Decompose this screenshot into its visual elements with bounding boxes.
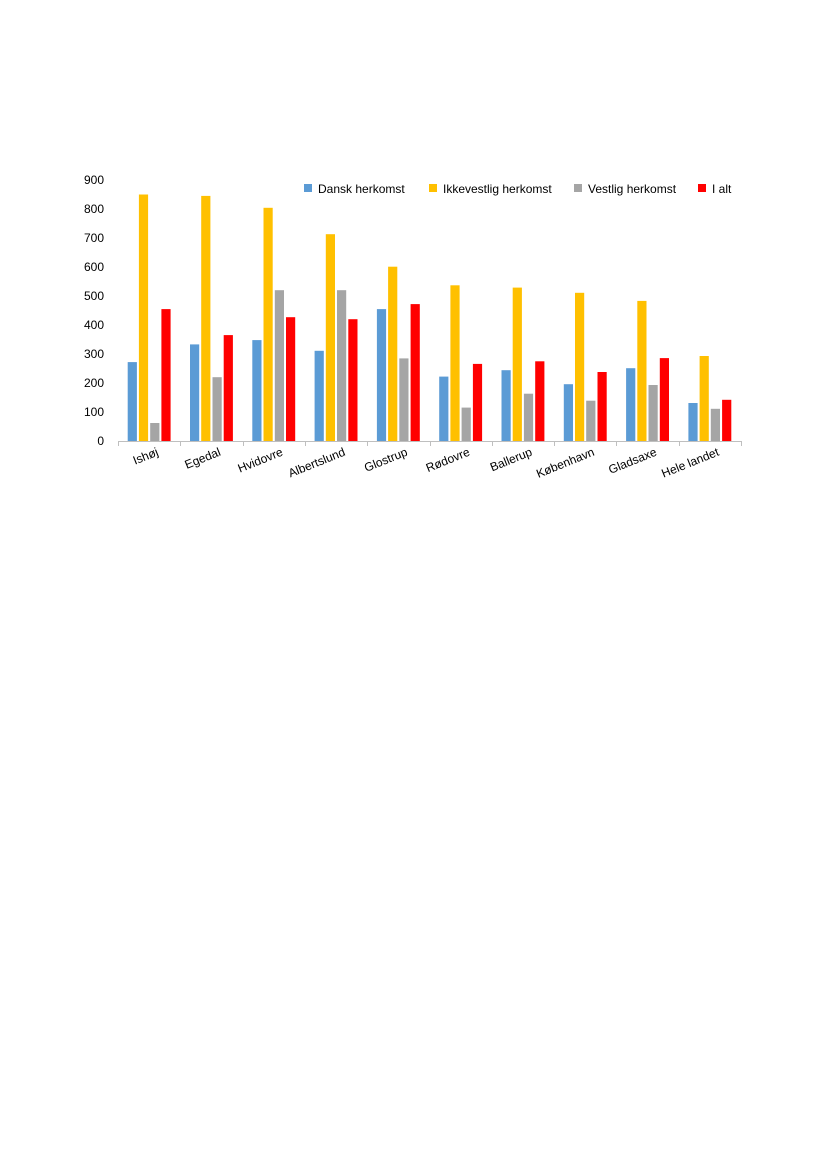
bar-dansk-herkomst (439, 376, 449, 441)
y-tick-label: 0 (97, 434, 104, 448)
y-tick-label: 200 (84, 376, 104, 390)
bar-dansk-herkomst (563, 384, 573, 441)
x-category-label: Rødovre (424, 445, 472, 475)
grouped-bar-chart: 0 100 200 300 400 500 600 700 800 900 Ishøj Egedal… (84, 173, 742, 481)
legend-label: Ikkevestlig herkomst (443, 182, 552, 196)
bar-ikkevestlig-herkomst (637, 300, 647, 441)
bar-vestlig-herkomst (461, 407, 471, 441)
legend-swatch (304, 184, 312, 192)
bar-dansk-herkomst (501, 370, 511, 441)
y-tick-label: 300 (84, 347, 104, 361)
bar-i-alt (597, 372, 607, 441)
bar-i-alt (472, 363, 483, 441)
x-category-label: Hvidovre (236, 445, 285, 476)
y-tick-label: 700 (84, 231, 104, 245)
bar-ikkevestlig-herkomst (512, 287, 522, 441)
x-category-label: Egedal (183, 445, 223, 472)
bar-ikkevestlig-herkomst (575, 292, 585, 441)
y-tick-label: 800 (84, 202, 104, 216)
legend-label: I alt (712, 182, 732, 196)
bar-ikkevestlig-herkomst (325, 234, 335, 441)
bar-dansk-herkomst (376, 309, 387, 441)
x-category-label: Ballerup (488, 445, 534, 475)
y-tick-label: 400 (84, 318, 104, 332)
bar-vestlig-herkomst (274, 290, 284, 441)
y-tick-label: 600 (84, 260, 104, 274)
x-axis: Ishøj Egedal Hvidovre Albertslund Glostrup Rø… (118, 441, 742, 481)
bar-ikkevestlig-herkomst (138, 194, 149, 441)
bar-vestlig-herkomst (212, 377, 222, 441)
bar-i-alt (348, 319, 358, 441)
x-category-label: København (534, 445, 596, 481)
bar-ikkevestlig-herkomst (388, 266, 398, 441)
x-category-label: Glostrup (362, 445, 410, 475)
bar-dansk-herkomst (127, 362, 137, 441)
bar-i-alt (410, 304, 420, 441)
bar-dansk-herkomst (314, 350, 324, 441)
chart-area: 0 100 200 300 400 500 600 700 800 900 Ishøj Egedal… (0, 0, 827, 520)
bar-vestlig-herkomst (648, 385, 658, 441)
y-tick-label: 500 (84, 289, 104, 303)
bar-ikkevestlig-herkomst (263, 207, 273, 441)
legend: Dansk herkomst Ikkevestlig herkomst Vestli… (304, 182, 732, 196)
bar-ikkevestlig-herkomst (201, 195, 211, 441)
legend-swatch (429, 184, 437, 192)
bar-vestlig-herkomst (586, 400, 596, 441)
bars-layer (127, 194, 732, 442)
x-category-label: Ishøj (131, 445, 160, 468)
bar-vestlig-herkomst (399, 358, 409, 441)
x-category-label: Albertslund (286, 445, 347, 480)
bar-dansk-herkomst (190, 344, 200, 441)
y-tick-label: 900 (84, 173, 104, 187)
legend-swatch (574, 184, 582, 192)
bar-dansk-herkomst (626, 368, 636, 441)
legend-swatch (698, 184, 706, 192)
bar-i-alt (286, 317, 296, 441)
y-axis: 0 100 200 300 400 500 600 700 800 900 (84, 173, 104, 448)
legend-label: Dansk herkomst (318, 182, 405, 196)
bar-i-alt (722, 399, 732, 441)
x-category-label: Hele landet (659, 445, 721, 481)
bar-i-alt (223, 335, 233, 441)
bar-dansk-herkomst (688, 403, 698, 441)
bar-i-alt (535, 361, 545, 442)
legend-label: Vestlig herkomst (588, 182, 677, 196)
y-tick-label: 100 (84, 405, 104, 419)
bar-vestlig-herkomst (150, 423, 160, 441)
bar-i-alt (659, 358, 669, 441)
bar-ikkevestlig-herkomst (699, 356, 709, 441)
bar-vestlig-herkomst (337, 290, 347, 441)
x-category-label: Gladsaxe (606, 445, 659, 477)
bar-i-alt (161, 309, 171, 441)
bar-ikkevestlig-herkomst (450, 285, 460, 441)
bar-vestlig-herkomst (523, 393, 534, 441)
bar-dansk-herkomst (252, 340, 262, 441)
bar-vestlig-herkomst (710, 408, 720, 441)
